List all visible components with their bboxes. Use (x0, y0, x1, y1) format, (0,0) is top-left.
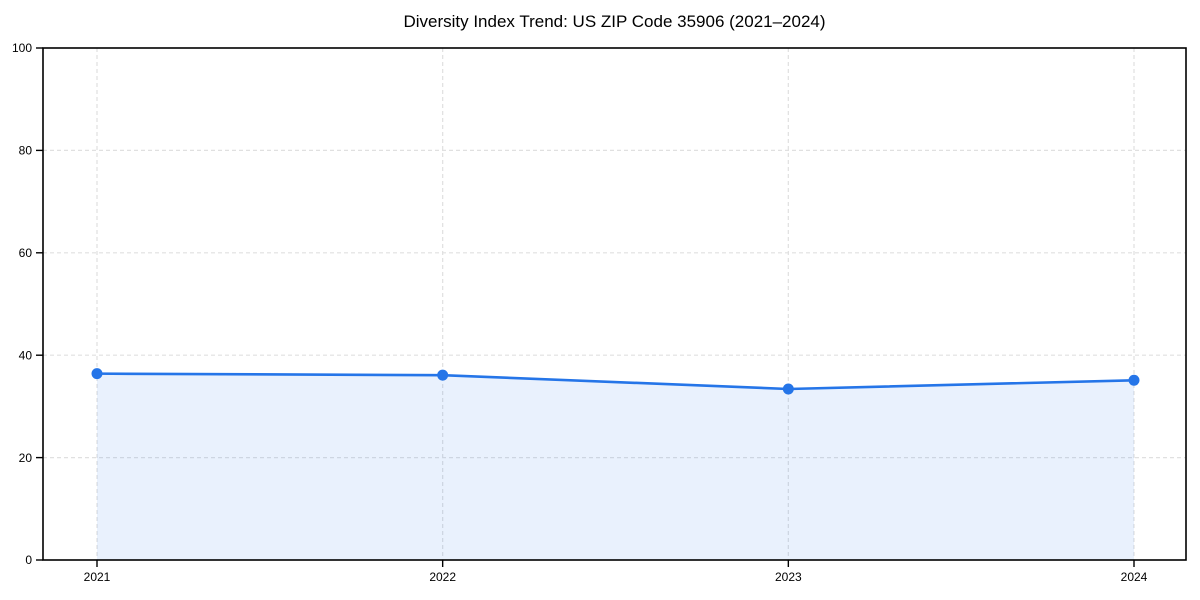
x-tick-label-2021: 2021 (84, 570, 111, 584)
y-tick-label-80: 80 (19, 144, 33, 158)
y-tick-label-100: 100 (12, 41, 32, 55)
data-point-2024 (1128, 374, 1140, 386)
chart-title: Diversity Index Trend: US ZIP Code 35906… (403, 12, 826, 31)
x-tick-label-2022: 2022 (429, 570, 456, 584)
area-fill (97, 373, 1134, 560)
trend-line (95, 372, 1136, 391)
y-tick-label-40: 40 (19, 348, 33, 362)
data-point-2021 (91, 368, 103, 380)
data-point-2023 (782, 383, 794, 395)
data-point-2022 (437, 369, 449, 381)
y-tick-label-60: 60 (19, 246, 33, 260)
x-tick-label-2023: 2023 (775, 570, 802, 584)
axis-frame (42, 47, 1187, 561)
y-tick-label-0: 0 (25, 553, 32, 567)
y-tick-label-20: 20 (19, 451, 33, 465)
x-tick-label-2024: 2024 (1121, 570, 1148, 584)
